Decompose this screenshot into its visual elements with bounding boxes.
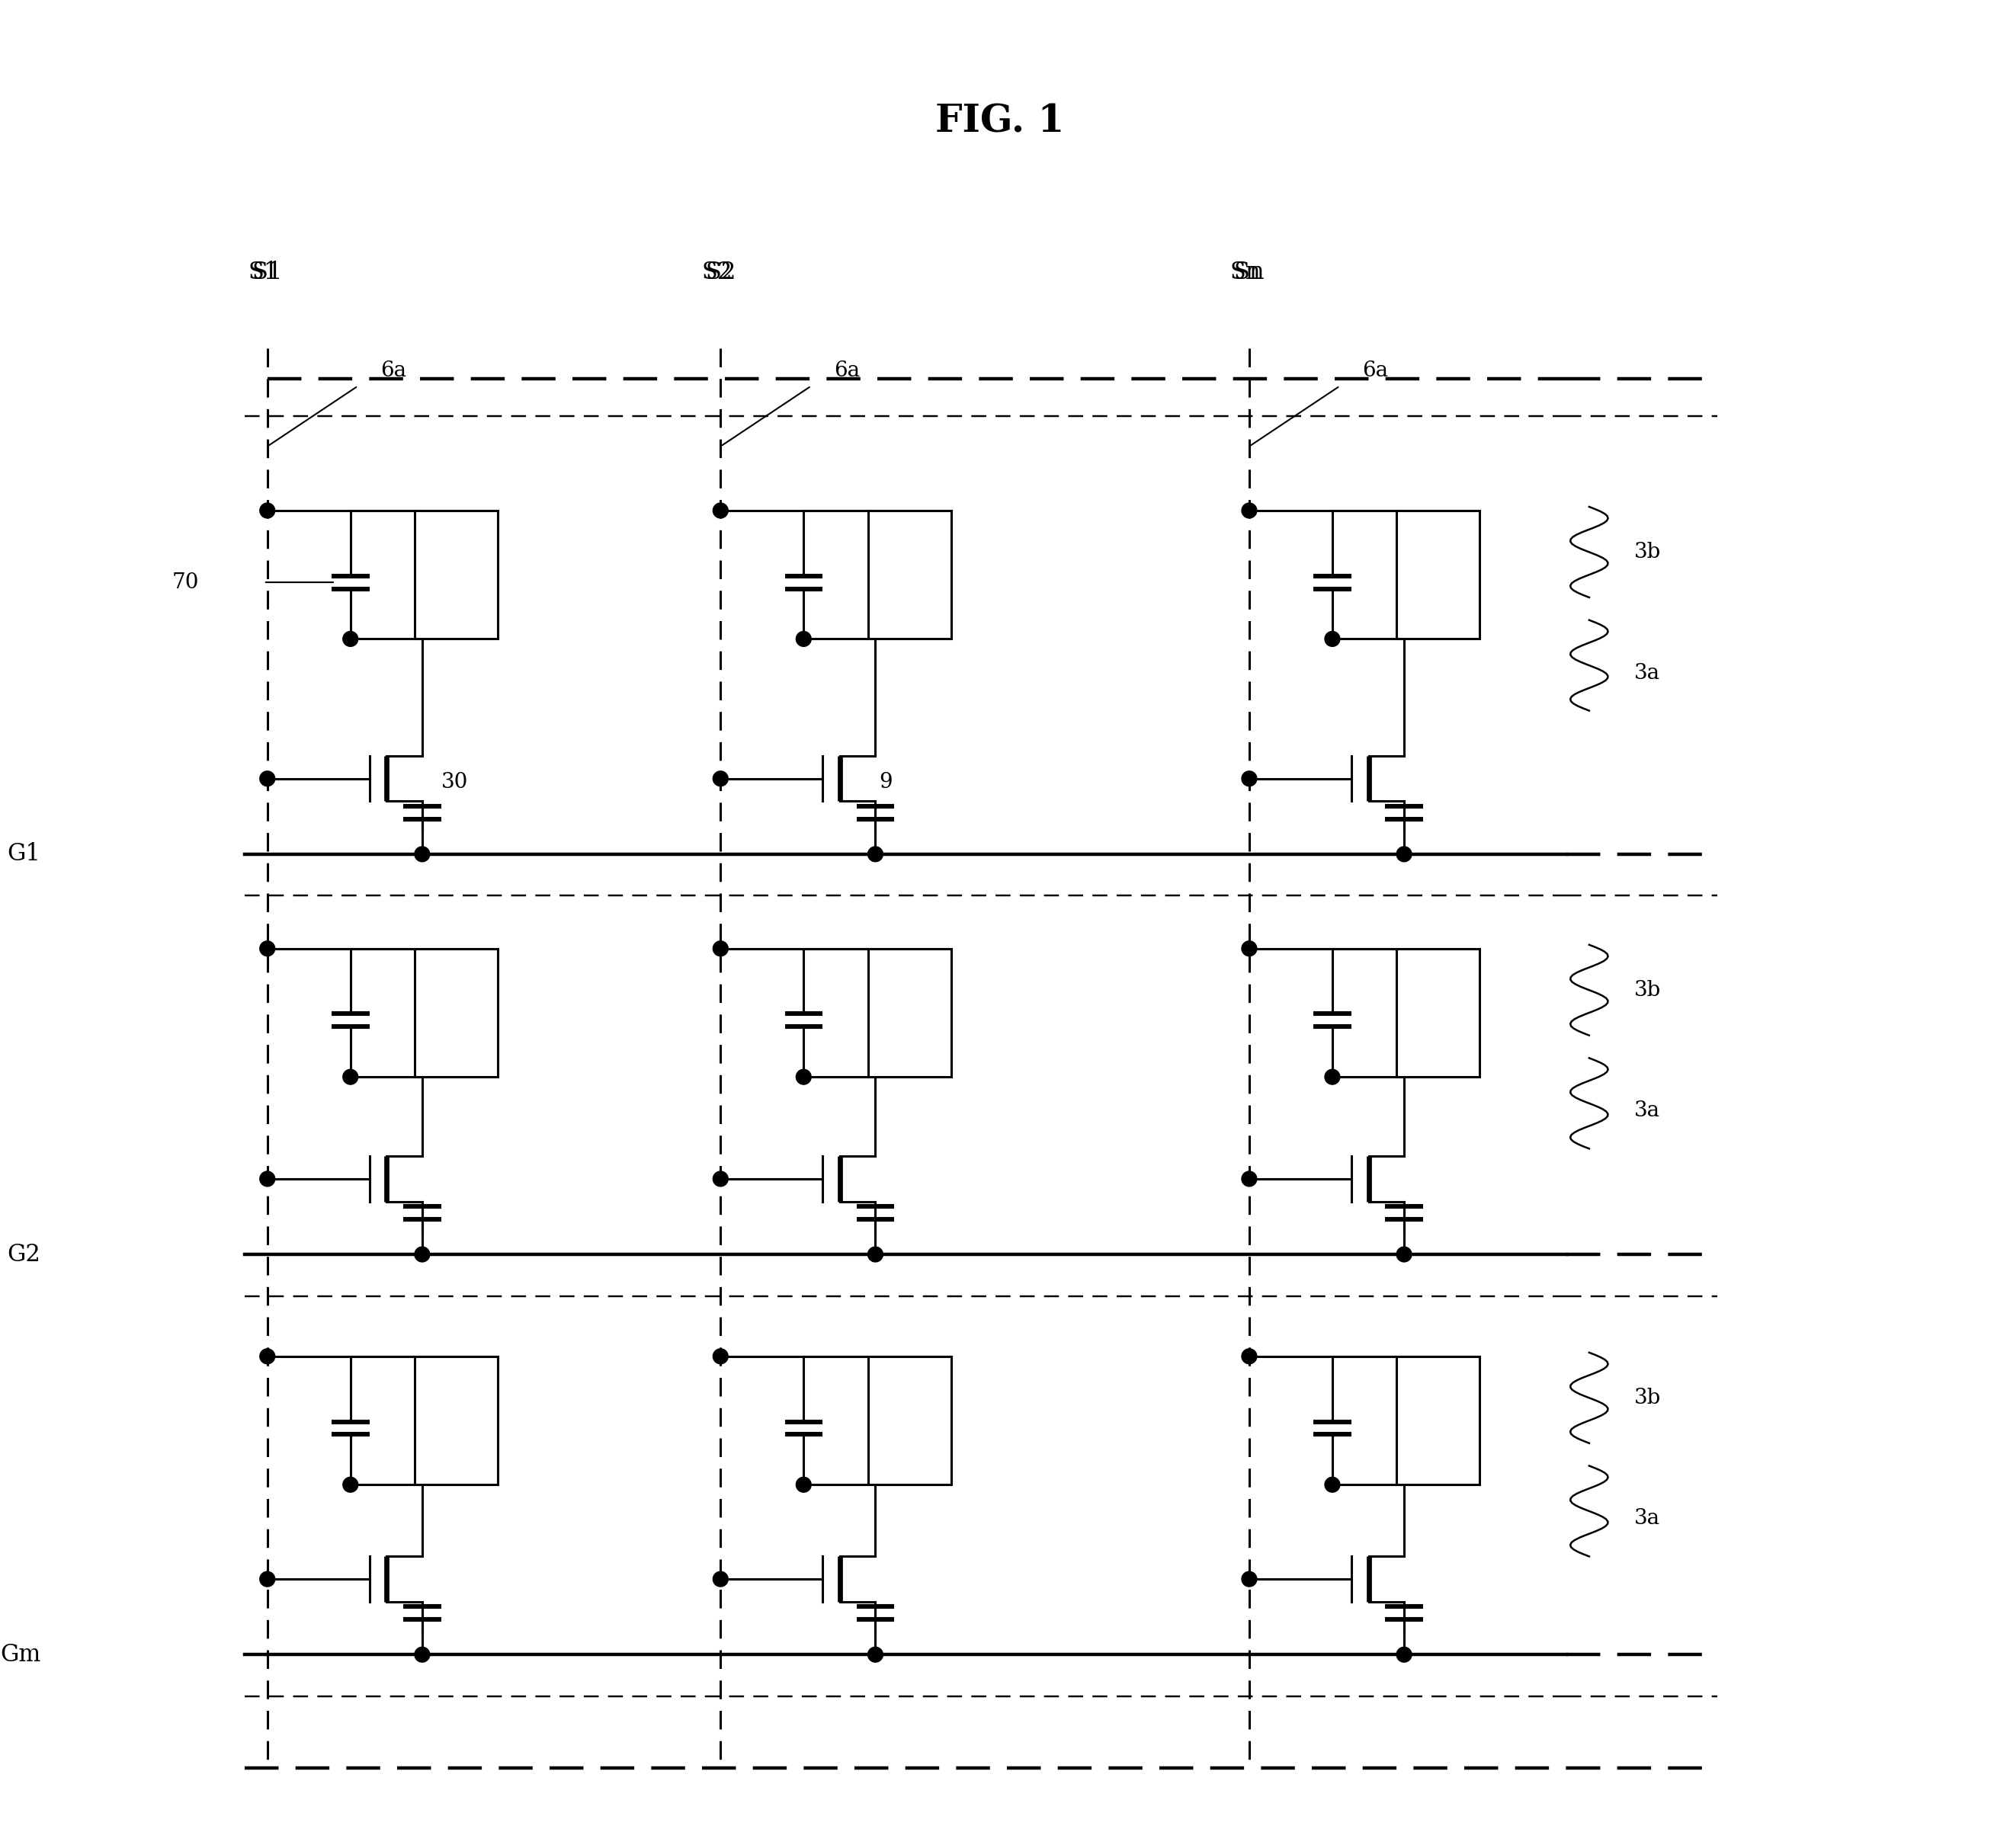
Circle shape: [1242, 771, 1256, 785]
Circle shape: [259, 1571, 275, 1587]
Circle shape: [1242, 1571, 1256, 1587]
Circle shape: [714, 941, 728, 955]
Circle shape: [259, 503, 275, 517]
Circle shape: [796, 1477, 812, 1491]
Circle shape: [415, 1247, 431, 1262]
Bar: [415, 510, 498, 639]
Text: G1: G1: [8, 843, 40, 867]
Circle shape: [714, 771, 728, 785]
Circle shape: [343, 1070, 359, 1085]
Circle shape: [1396, 1647, 1412, 1661]
Bar: [415, 948, 498, 1077]
Circle shape: [259, 771, 275, 785]
Circle shape: [1396, 846, 1412, 861]
Bar: [867, 948, 951, 1077]
Circle shape: [259, 1349, 275, 1364]
Bar: [1396, 948, 1480, 1077]
Text: FIG. 1: FIG. 1: [935, 103, 1065, 140]
Circle shape: [796, 1070, 812, 1085]
Text: 9: 9: [879, 772, 893, 793]
Text: S2: S2: [702, 261, 732, 285]
Text: 6a: 6a: [381, 360, 407, 381]
Circle shape: [1324, 1477, 1340, 1491]
Text: 3b: 3b: [1635, 541, 1661, 562]
Text: 70: 70: [171, 573, 199, 593]
Circle shape: [415, 1647, 431, 1661]
Circle shape: [796, 632, 812, 647]
Text: 3b: 3b: [1635, 979, 1661, 1000]
Text: 3a: 3a: [1635, 663, 1661, 684]
Bar: [867, 510, 951, 639]
Circle shape: [1396, 1247, 1412, 1262]
Text: S1: S1: [251, 261, 283, 285]
Text: Gm: Gm: [0, 1643, 40, 1667]
Circle shape: [1242, 941, 1256, 955]
Bar: [1396, 1356, 1480, 1484]
Circle shape: [714, 1571, 728, 1587]
Text: 3a: 3a: [1635, 1508, 1661, 1528]
Circle shape: [415, 846, 431, 861]
Text: 6a: 6a: [833, 360, 859, 381]
Text: 3b: 3b: [1635, 1388, 1661, 1408]
Circle shape: [867, 846, 883, 861]
Text: Sn: Sn: [1230, 261, 1260, 285]
Text: S1: S1: [247, 261, 279, 285]
Text: 3a: 3a: [1635, 1101, 1661, 1122]
Circle shape: [1324, 632, 1340, 647]
Text: 30: 30: [441, 772, 469, 793]
Text: S2: S2: [706, 261, 736, 285]
Circle shape: [1242, 503, 1256, 517]
Text: G2: G2: [8, 1242, 40, 1266]
Circle shape: [714, 1349, 728, 1364]
Circle shape: [343, 1477, 359, 1491]
Circle shape: [343, 632, 359, 647]
Circle shape: [867, 1247, 883, 1262]
Circle shape: [1324, 1070, 1340, 1085]
Circle shape: [1242, 1349, 1256, 1364]
Bar: [415, 1356, 498, 1484]
Bar: [867, 1356, 951, 1484]
Circle shape: [867, 1647, 883, 1661]
Circle shape: [1242, 1172, 1256, 1186]
Circle shape: [714, 503, 728, 517]
Bar: [1396, 510, 1480, 639]
Text: Sn: Sn: [1234, 261, 1264, 285]
Circle shape: [259, 941, 275, 955]
Circle shape: [714, 1172, 728, 1186]
Circle shape: [259, 1172, 275, 1186]
Text: 6a: 6a: [1362, 360, 1388, 381]
